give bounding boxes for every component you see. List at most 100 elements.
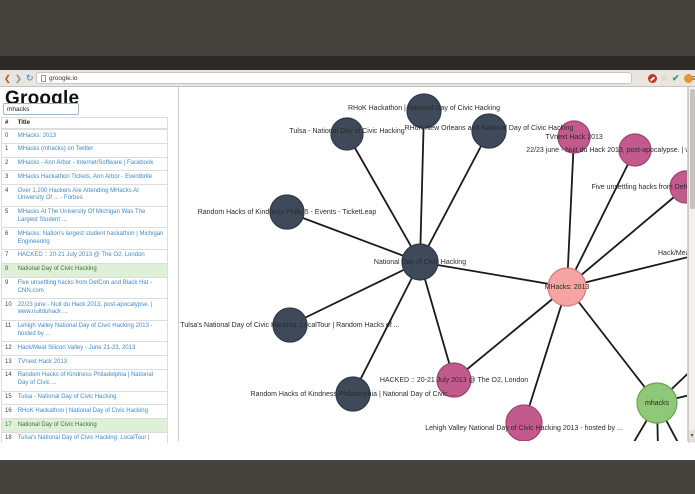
result-link[interactable]: MHacks: 2013 [17,132,57,139]
graph-node-label: Lehigh Valley National Day of Civic Hack… [425,425,623,432]
graph-edge [419,130,490,263]
graph-node-label: Random Hacks of Kindness Philly 5 - Even… [198,209,377,216]
result-number: 5 [1,205,15,228]
result-number: 1 [1,142,15,158]
browser-menu-icon[interactable]: ≡ [692,73,695,83]
result-link[interactable]: RHoK Hackathon | National Day of Civic H… [17,407,148,414]
table-row: 10 22/23 june - Nuit du Hack 2013, post-a… [1,298,168,321]
graph-node-green[interactable] [636,382,678,424]
forward-button[interactable]: ❯ [15,74,22,83]
graph-edge [346,133,421,263]
browser-tabstrip: Groogle × [0,56,695,126]
scrollbar-thumb[interactable] [689,89,695,209]
result-number: 8 [1,262,15,278]
table-row: 12 Hack/Meat Silicon Valley - June 21-23,… [1,341,168,356]
graph-node-label: 22/23 june - Nuit du Hack 2013, post-apo… [526,147,687,154]
result-number: 15 [1,390,15,405]
graph-node-label: Tulsa's National Day of Civic Hacking: L… [180,322,399,329]
table-row: 8 National Day of Civic Hacking [1,262,168,278]
graph-node-rhok-no[interactable] [471,113,507,149]
result-link[interactable]: 22/23 june - Nuit du Hack 2013, post-apo… [17,301,153,316]
back-button[interactable]: ❮ [4,74,11,83]
table-row: 15 Tulsa - National Day of Civic Hacking [1,390,168,405]
graph-node-nuit[interactable] [618,133,652,167]
url-text: groogle.io [49,74,78,82]
graph-node-tvnext[interactable] [557,120,591,154]
result-number: 17 [1,418,15,433]
scrollbar-down-arrow-icon[interactable]: ▾ [689,430,695,442]
reload-button[interactable]: ↻ [26,73,34,83]
result-link[interactable]: Hack/Meat Silicon Valley - June 21-23, 2… [17,344,136,351]
result-number: 2 [1,156,15,171]
graph-node-philly5[interactable] [269,194,305,230]
column-header-num: # [1,117,15,130]
graph-node-rhok-hack[interactable] [406,93,442,129]
result-link[interactable]: Lehigh Valley National Day of Civic Hack… [17,323,153,338]
result-link[interactable]: TVnext Hack 2013 [17,358,68,365]
result-link[interactable]: National Day of Civic Hacking [17,421,97,428]
table-row: 17 National Day of Civic Hacking [1,418,168,433]
graph-floating-label: Hack/Meat Silicon Valley - June 21-23, 2… [658,250,687,257]
graph-edge [419,261,455,381]
graph-edge [352,261,421,395]
graph-edge-offscreen [566,256,687,288]
graph-edge [566,136,575,288]
graph-edge [566,186,687,288]
graph-edge [419,261,568,288]
table-row: 6 MHacks: Nation's largest student hackat… [1,227,168,250]
adblock-extension-icon[interactable] [648,74,657,83]
browser-toolbar: ❮ ❯ ↻ groogle.io ☆ ✔ ≡ [0,70,695,87]
orange-extension-icon[interactable] [684,74,693,83]
graph-node-label: National Day of Civic Hacking [374,259,466,266]
address-bar[interactable]: groogle.io [36,72,632,84]
table-row: 18 Tulsa's National Day of Civic Hacking:… [1,431,168,443]
table-row: 7 HACKED :: 20-21 July 2013 @ The O2, Lon… [1,248,168,264]
graph-node-label: RHoK New Orleans and National Day of Civ… [405,125,574,132]
graph-edge [566,149,636,288]
result-link[interactable]: Random Hacks of Kindness Philadelphia | … [17,372,153,387]
result-link[interactable]: National Day of Civic Hacking [17,266,97,273]
graph-node-hacked[interactable] [436,362,472,398]
result-number: 7 [1,248,15,264]
graph-node-five[interactable] [669,170,687,204]
graph-node-label: Five unsettling hacks from DefCon and Bl… [591,184,687,191]
checkmark-extension-icon[interactable]: ✔ [672,73,680,83]
results-body: 0 MHacks: 2013 1 MHacks (mhacks) on Twitter… [1,128,168,443]
table-row: 0 MHacks: 2013 [1,128,168,144]
result-link[interactable]: MHacks At The University Of Michigan Was… [17,209,146,224]
table-row: 4 Over 1,200 Hackers Are Attending MHacks… [1,184,168,207]
bookmark-star-icon[interactable]: ☆ [660,73,669,83]
graph-node-lehigh[interactable] [505,404,543,441]
result-link[interactable]: MHacks Hackathon Tickets, Ann Arbor - Ev… [17,173,153,180]
graph-node-tulsa[interactable] [330,117,364,151]
graph-edge [453,286,568,381]
result-link[interactable]: MHacks - Ann Arbor - Internet/Software |… [17,160,154,167]
result-link[interactable]: HACKED :: 20-21 July 2013 @ The O2, Lond… [17,252,145,259]
result-link[interactable]: Over 1,200 Hackers Are Attending MHacks … [17,187,139,202]
graph-edge [566,286,658,404]
graph-node-label: TVnext Hack 2013 [545,134,603,141]
result-number: 4 [1,184,15,207]
result-number: 11 [1,319,15,342]
result-link[interactable]: MHacks: Nation's largest student hackath… [17,230,164,245]
table-row: 14 Random Hacks of Kindness Philadelphia … [1,368,168,392]
desktop-background-top [0,0,695,56]
result-link[interactable]: Five unsettling hacks from DefCon and Bl… [17,280,153,294]
table-row: 2 MHacks - Ann Arbor - Internet/Software … [1,156,168,171]
graph-node-label: mhacks [645,400,670,407]
graph-node-mhacks2013[interactable] [547,267,587,307]
result-number: 12 [1,341,15,356]
graph-node-rhok-phil[interactable] [335,376,371,412]
search-input[interactable] [3,103,79,115]
graph-node-ndch[interactable] [401,243,439,281]
result-link[interactable]: Tulsa's National Day of Civic Hacking: L… [17,435,150,442]
graph-node-label: Random Hacks of Kindness Philadelphia | … [251,391,456,398]
graph-edge [419,110,425,263]
graph-node-localtour[interactable] [272,307,308,343]
result-number: 16 [1,404,15,419]
result-link[interactable]: MHacks (mhacks) on Twitter [17,146,94,153]
result-number: 18 [1,431,15,443]
result-link[interactable]: Tulsa - National Day of Civic Hacking [17,394,117,401]
vertical-scrollbar[interactable]: ▾ [688,87,695,443]
